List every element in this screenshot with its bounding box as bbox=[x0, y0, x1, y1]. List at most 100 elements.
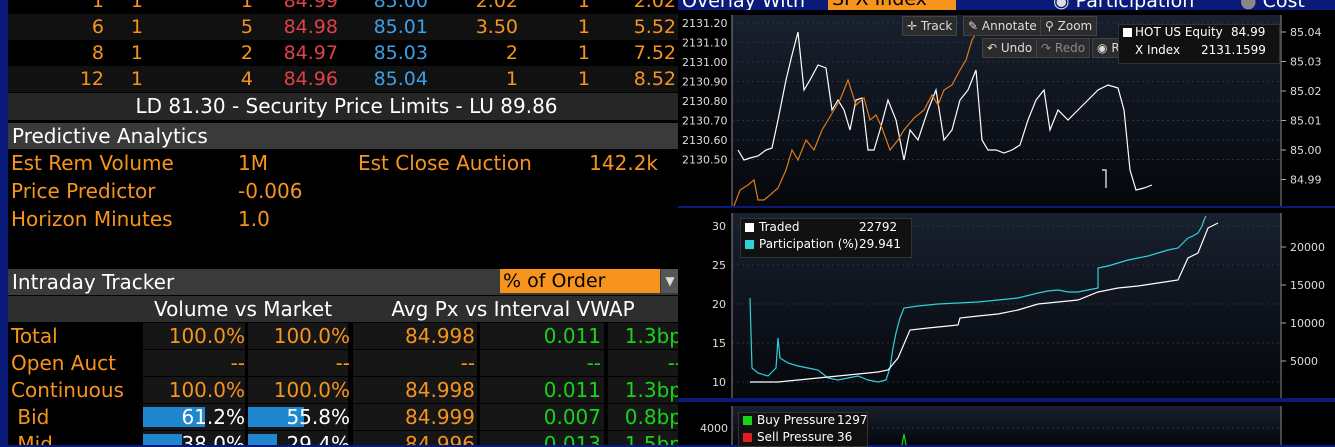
depth-cell-ask: 85.03 bbox=[373, 42, 428, 64]
col-group-avgpx: Avg Px vs Interval VWAP bbox=[391, 297, 635, 321]
left-tick-label: 2131.10 bbox=[682, 37, 728, 50]
depth-cell-c2: 1 bbox=[130, 42, 143, 64]
depth-cell-c3: 2 bbox=[240, 42, 253, 64]
depth-cell-c7: 1 bbox=[577, 68, 590, 90]
tracker-cell-d1: 0.007 bbox=[543, 405, 601, 429]
track-button[interactable]: ✛ Track bbox=[902, 16, 958, 36]
right-tick-label: 10000 bbox=[1290, 317, 1325, 330]
buy-pressure-line bbox=[901, 433, 907, 445]
tracker-cell-px: -- bbox=[460, 351, 475, 375]
legend-traded: Traded bbox=[759, 220, 800, 234]
left-tick-label: 10 bbox=[712, 376, 726, 389]
tracker-cell-d1: 0.013 bbox=[543, 432, 601, 445]
tracker-row: Open Auct -- -- -- -- -- bbox=[8, 350, 678, 376]
reset-icon: ◉ bbox=[1097, 41, 1108, 55]
tracker-row: Mid 38.0% 29.4% 84.996 0.013 1.5bp bbox=[8, 431, 678, 445]
right-tick-label: 20000 bbox=[1290, 241, 1325, 254]
annotate-button[interactable]: ✎ Annotate bbox=[963, 16, 1042, 36]
redo-button[interactable]: ↷ Redo bbox=[1036, 38, 1091, 58]
depth-cell-c2: 1 bbox=[130, 0, 143, 12]
tracker-row: Total 100.0% 100.0% 84.998 0.011 1.3bp bbox=[8, 323, 678, 349]
depth-cell-c8: 8.52 bbox=[633, 68, 676, 90]
series-white-line bbox=[737, 31, 1153, 191]
predictive-title: Predictive Analytics bbox=[12, 124, 208, 148]
left-tick-label: 2130.90 bbox=[682, 76, 728, 89]
price-legend: HOT US Equity 84.99 X Index 2131.1599 bbox=[1118, 24, 1280, 64]
zoom-button[interactable]: ⚲ Zoom bbox=[1040, 16, 1098, 36]
tracker-cell-label: Continuous bbox=[11, 378, 124, 402]
tracker-cell-d2: 1.3bp bbox=[624, 378, 678, 402]
tracker-cell-d1: -- bbox=[586, 351, 601, 375]
tracker-cell-d1: 0.011 bbox=[543, 378, 601, 402]
depth-cell-c7: 1 bbox=[577, 16, 590, 38]
right-tick-label: 85.02 bbox=[1290, 85, 1322, 98]
left-panel: 1 1 1 84.99 85.00 2.02 1 2.02 6 1 5 84.98 85.01 3.50 1… bbox=[8, 0, 678, 445]
radio-selected-icon: ◉ bbox=[1053, 0, 1070, 12]
depth-row: 12 1 4 84.96 85.04 1 1 8.52 bbox=[8, 66, 678, 92]
tracker-cell-d2: 1.3bp bbox=[624, 324, 678, 348]
left-tick-label: 25 bbox=[712, 259, 726, 272]
series-orange-line bbox=[733, 29, 979, 206]
horizon-value: 1.0 bbox=[238, 207, 270, 231]
depth-cell-bid: 84.99 bbox=[283, 0, 338, 12]
depth-cell-c2: 1 bbox=[130, 68, 143, 90]
left-tick-label: 2130.60 bbox=[682, 134, 728, 147]
tracker-cell-d2: 0.8bp bbox=[624, 405, 678, 429]
left-tick-label: 4000 bbox=[700, 422, 728, 435]
legend-sell-value: 36 bbox=[837, 430, 853, 444]
tracker-cell-px: 84.998 bbox=[405, 324, 475, 348]
overlay-select[interactable]: SPX Index bbox=[828, 0, 956, 10]
depth-cell-ask: 85.00 bbox=[373, 0, 428, 12]
tracker-cell-d2: 1.5bp bbox=[624, 432, 678, 445]
left-tick-label: 2130.80 bbox=[682, 95, 728, 108]
tracker-cell-v1: 100.0% bbox=[168, 324, 245, 348]
right-tick-label: 85.04 bbox=[1290, 26, 1322, 39]
radio-cost[interactable]: ● Cost bbox=[1240, 0, 1305, 12]
tracker-cell-d2: -- bbox=[667, 351, 678, 375]
series-cyan-line bbox=[749, 215, 1207, 383]
legend-swatch-sell bbox=[743, 433, 752, 442]
tracker-cell-v1: -- bbox=[230, 351, 245, 375]
tracker-cell-label: Total bbox=[11, 324, 58, 348]
left-tick-label: 2131.20 bbox=[682, 17, 728, 30]
legend-traded-value: 22792 bbox=[859, 220, 898, 234]
left-tick-label: 2130.70 bbox=[682, 115, 728, 128]
tracker-title: Intraday Tracker bbox=[12, 270, 175, 294]
limits-bar: LD 81.30 - Security Price Limits - LU 89… bbox=[8, 93, 678, 120]
undo-button[interactable]: ↶ Undo bbox=[982, 38, 1038, 58]
predictive-header: Predictive Analytics bbox=[8, 123, 678, 149]
tracker-cell-d1: 0.011 bbox=[543, 324, 601, 348]
legend-line2: X Index bbox=[1135, 43, 1181, 57]
mode-select[interactable]: % of Order bbox=[500, 269, 660, 293]
left-tick-label: 20 bbox=[712, 298, 726, 311]
tracker-cell-px: 84.999 bbox=[405, 405, 475, 429]
depth-cell-sz: 2.02 bbox=[475, 0, 518, 12]
legend-participation: Participation (%) bbox=[759, 237, 859, 251]
tracker-cell-v2: 29.4% bbox=[286, 432, 350, 445]
redo-icon: ↷ bbox=[1041, 41, 1052, 55]
mode-select-value: % of Order bbox=[503, 270, 606, 292]
depth-cell-c1: 6 bbox=[91, 16, 104, 38]
limits-text: LD 81.30 - Security Price Limits - LU 89… bbox=[135, 94, 558, 118]
depth-cell-bid: 84.98 bbox=[283, 16, 338, 38]
radio-participation[interactable]: ◉ Participation bbox=[1053, 0, 1194, 12]
overlay-label: Overlay With bbox=[682, 0, 806, 12]
annotate-label: Annotate bbox=[981, 19, 1037, 33]
tracker-cell-v2: 100.0% bbox=[273, 378, 350, 402]
chevron-down-icon: ▼ bbox=[665, 274, 675, 288]
est-rem-volume-label: Est Rem Volume bbox=[11, 151, 174, 175]
legend-swatch-buy bbox=[743, 416, 752, 425]
participation-legend: Traded 22792 Participation (%) 29.941 bbox=[740, 218, 912, 258]
price-predictor-label: Price Predictor bbox=[11, 179, 156, 203]
tracker-cell-px: 84.998 bbox=[405, 378, 475, 402]
tracker-cell-v2: -- bbox=[335, 351, 350, 375]
undo-icon: ↶ bbox=[987, 41, 998, 55]
zoom-label: Zoom bbox=[1057, 19, 1093, 33]
tracker-cell-v1: 100.0% bbox=[168, 378, 245, 402]
mode-select-arrow[interactable]: ▼ bbox=[661, 269, 678, 293]
tracker-cell-v2: 55.8% bbox=[286, 405, 350, 429]
legend-line1: HOT US Equity bbox=[1135, 25, 1223, 39]
left-tick-label: 2130.50 bbox=[682, 154, 728, 167]
depth-cell-sz: 3.50 bbox=[475, 16, 518, 38]
tracker-cell-v1: 38.0% bbox=[181, 432, 245, 445]
